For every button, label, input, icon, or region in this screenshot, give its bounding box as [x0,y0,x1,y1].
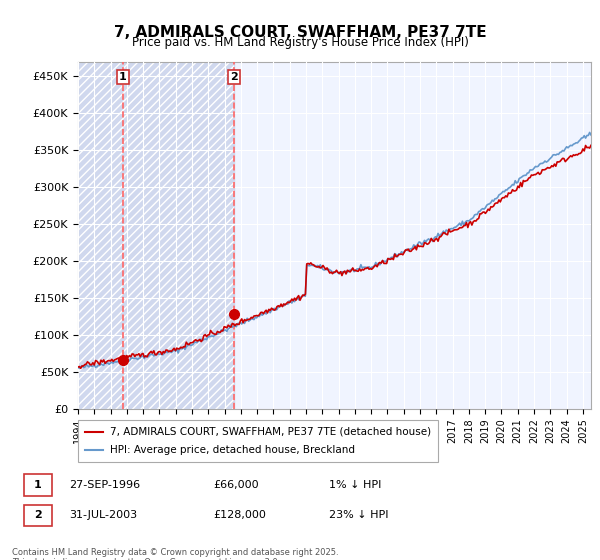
Text: HPI: Average price, detached house, Breckland: HPI: Average price, detached house, Brec… [110,445,355,455]
Text: 1: 1 [119,72,127,82]
Text: 1: 1 [34,480,42,490]
Text: 1% ↓ HPI: 1% ↓ HPI [329,480,381,490]
Bar [78,62,122,409]
Text: 7, ADMIRALS COURT, SWAFFHAM, PE37 7TE (detached house): 7, ADMIRALS COURT, SWAFFHAM, PE37 7TE (d… [110,427,431,437]
FancyBboxPatch shape [23,474,52,496]
FancyBboxPatch shape [78,420,438,462]
Text: 31-JUL-2003: 31-JUL-2003 [70,510,138,520]
Text: £128,000: £128,000 [214,510,266,520]
Text: 23% ↓ HPI: 23% ↓ HPI [329,510,388,520]
Text: 2: 2 [34,510,42,520]
Text: Contains HM Land Registry data © Crown copyright and database right 2025.
This d: Contains HM Land Registry data © Crown c… [12,548,338,560]
Text: 7, ADMIRALS COURT, SWAFFHAM, PE37 7TE: 7, ADMIRALS COURT, SWAFFHAM, PE37 7TE [113,25,487,40]
Text: 27-SEP-1996: 27-SEP-1996 [70,480,141,490]
Bar [78,62,122,409]
FancyBboxPatch shape [23,505,52,526]
Text: Price paid vs. HM Land Registry's House Price Index (HPI): Price paid vs. HM Land Registry's House … [131,36,469,49]
Bar [122,62,234,409]
Text: £66,000: £66,000 [214,480,259,490]
Text: 2: 2 [230,72,238,82]
Bar [122,62,234,409]
